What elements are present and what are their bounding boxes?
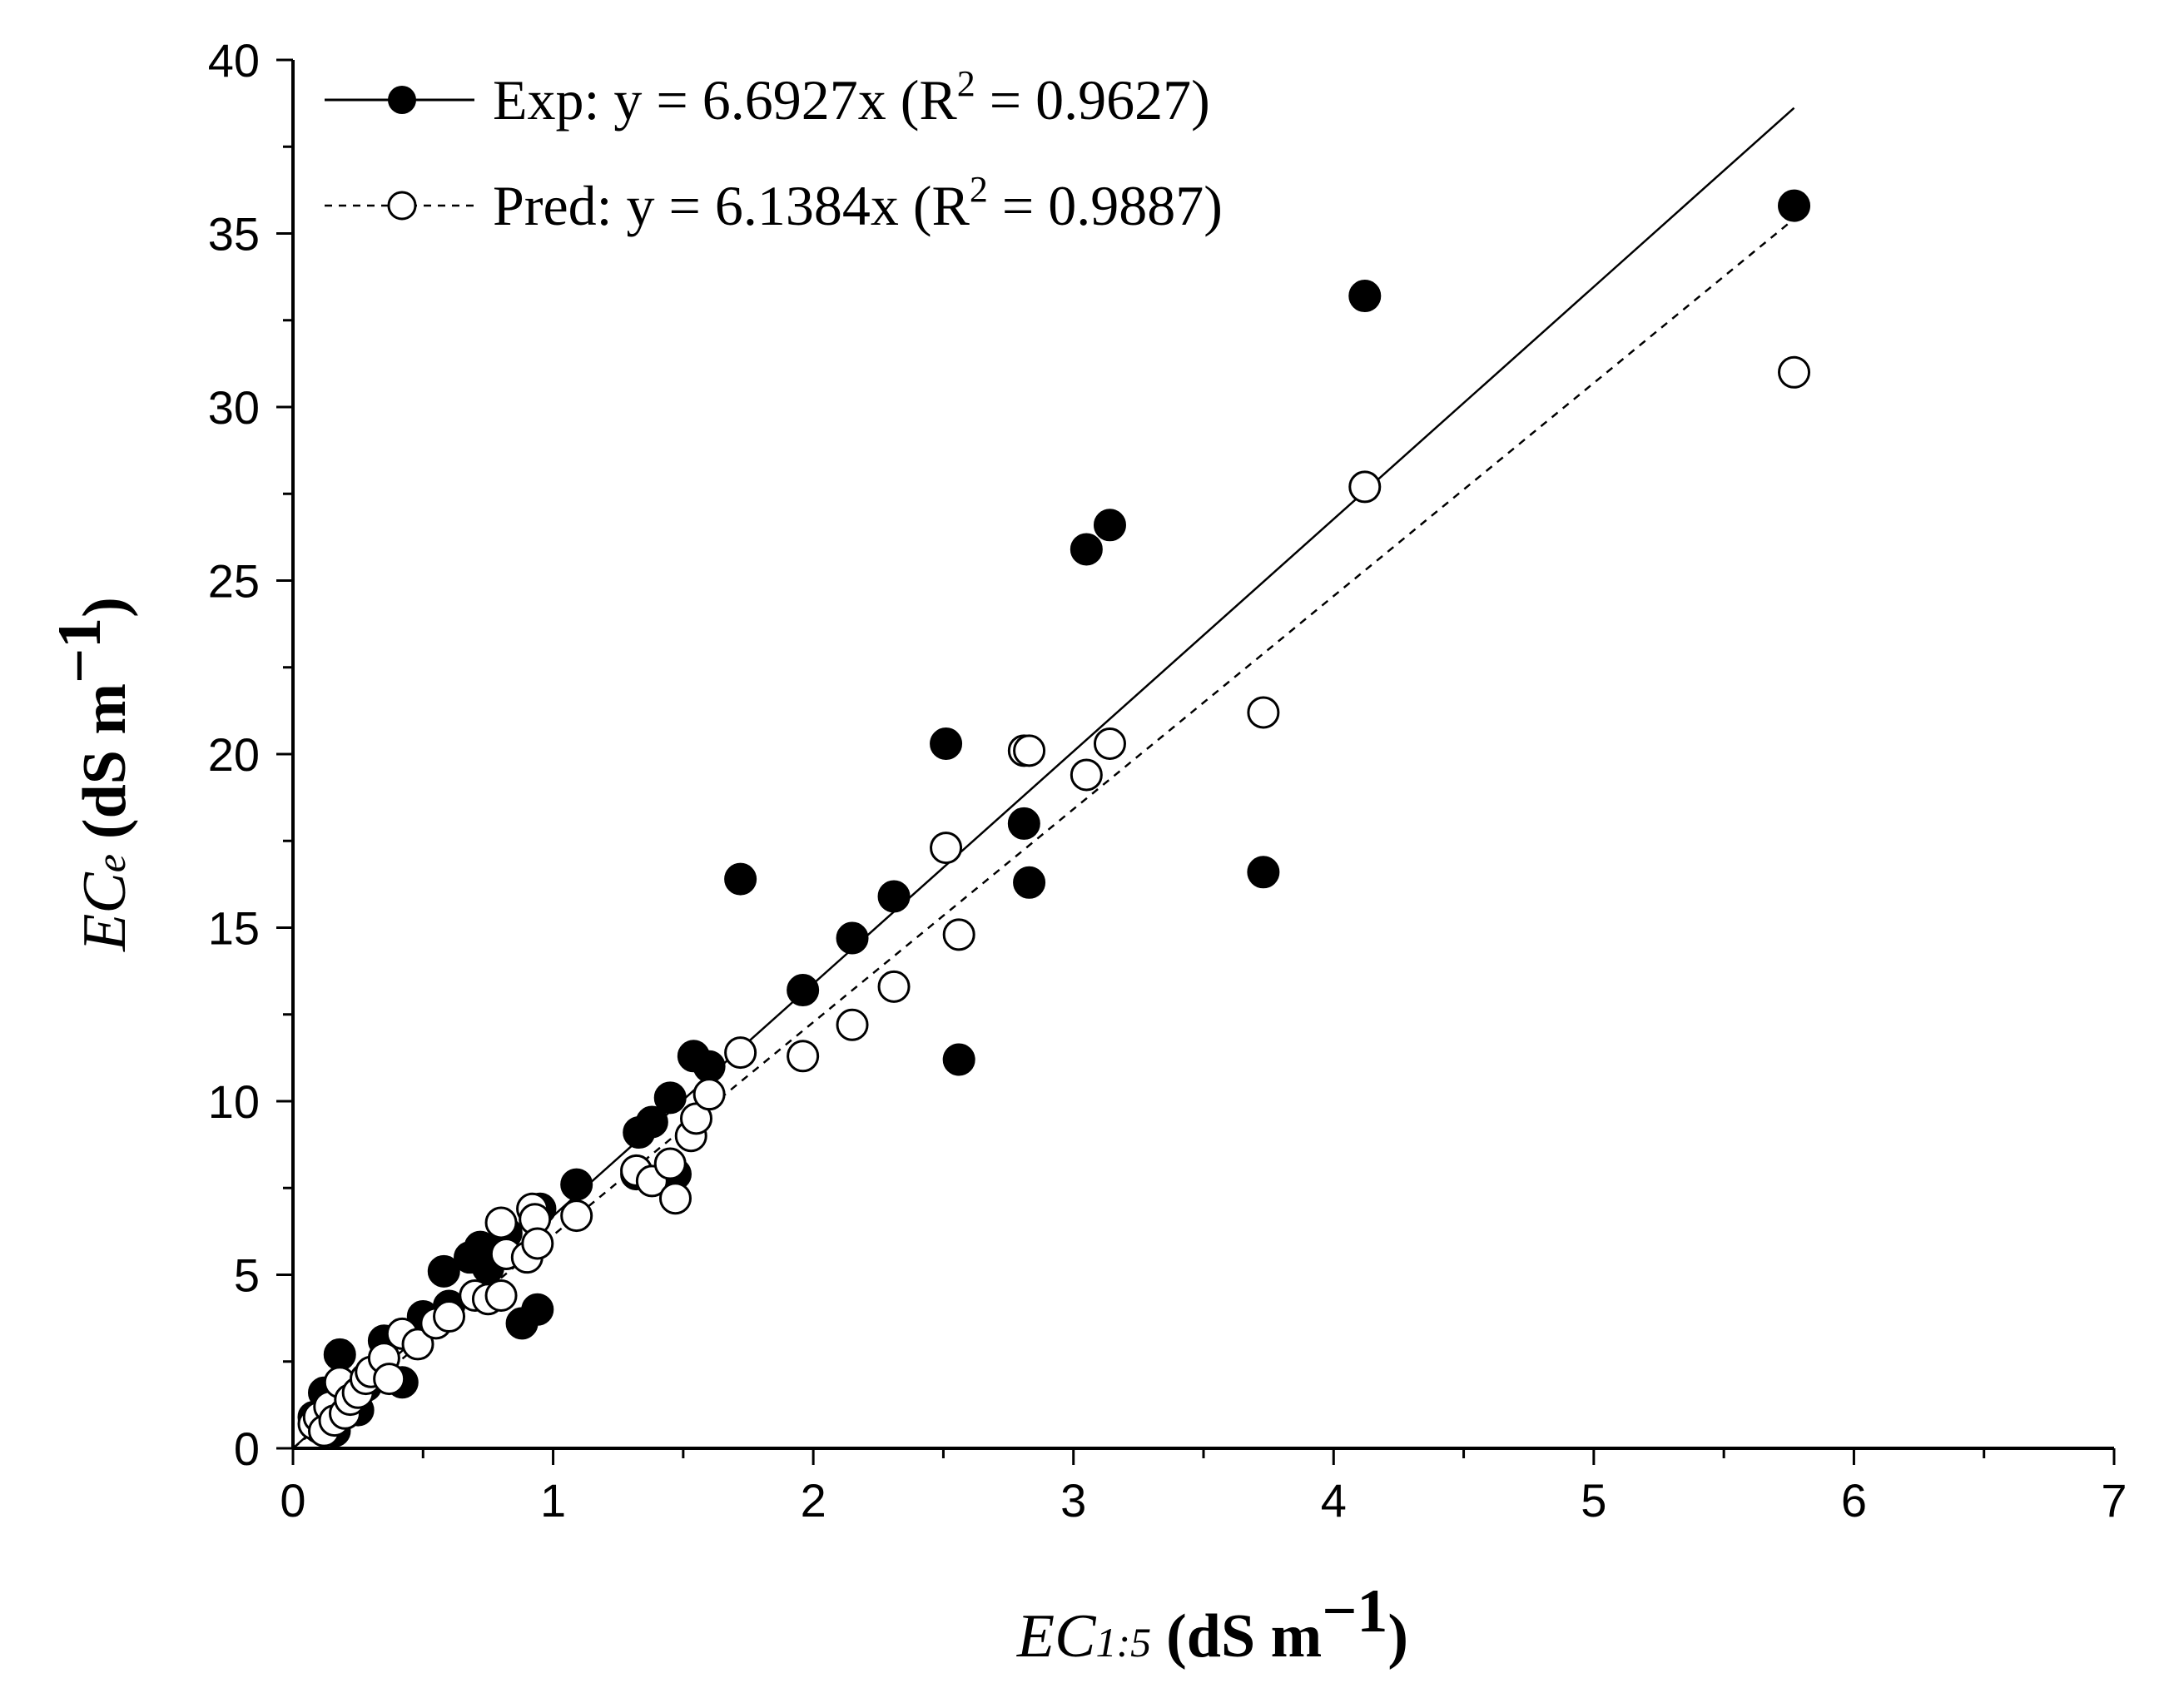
point-pred <box>401 1328 434 1361</box>
y-tick-label: 30 <box>208 381 260 434</box>
point-exp <box>787 974 820 1007</box>
point-exp <box>635 1105 668 1139</box>
y-tick-label: 25 <box>208 555 260 608</box>
legend: Exp: y = 6.6927x (R2 = 0.9627) Pred: y =… <box>325 63 1223 237</box>
x-tick-label: 2 <box>801 1474 826 1527</box>
x-tick-label: 1 <box>540 1474 566 1527</box>
fit-line-pred <box>292 218 1795 1449</box>
y-tick-label: 15 <box>208 902 260 955</box>
point-exp <box>877 880 911 913</box>
tick-labels: 0 1 2 3 4 5 6 7 0 5 10 15 20 25 30 35 40 <box>208 34 2127 1527</box>
point-pred <box>877 970 911 1003</box>
point-exp <box>692 1050 726 1083</box>
legend-pred-marker <box>387 191 417 221</box>
point-pred <box>658 1182 692 1215</box>
x-tick-label: 3 <box>1060 1474 1086 1527</box>
point-exp <box>323 1338 356 1371</box>
point-pred <box>724 1036 757 1070</box>
point-pred <box>1070 758 1103 792</box>
point-pred <box>484 1279 518 1313</box>
point-pred <box>1778 355 1811 389</box>
legend-exp-marker <box>388 86 416 114</box>
x-tick-label: 7 <box>2101 1474 2127 1527</box>
point-pred <box>836 1008 869 1041</box>
y-tick-label: 10 <box>208 1075 260 1128</box>
point-exp <box>1778 189 1811 222</box>
point-exp <box>560 1168 593 1201</box>
point-exp <box>942 1043 975 1076</box>
point-pred <box>433 1300 466 1333</box>
point-pred <box>521 1227 554 1260</box>
point-exp <box>930 727 963 760</box>
point-pred <box>942 918 975 951</box>
point-exp <box>427 1254 460 1288</box>
point-pred <box>787 1040 820 1073</box>
x-tick-label: 0 <box>280 1474 305 1527</box>
y-tick-label: 40 <box>208 34 260 87</box>
y-axis-title: ECe(dS m−1) <box>46 597 139 952</box>
point-exp <box>1247 856 1280 889</box>
point-exp <box>1013 866 1046 899</box>
point-pred <box>1247 696 1280 729</box>
axes <box>276 58 2116 1465</box>
point-pred <box>373 1363 406 1396</box>
legend-pred-label: Pred: y = 6.1384x (R2 = 0.9887) <box>493 169 1223 237</box>
point-pred <box>1013 734 1046 767</box>
point-exp <box>1070 533 1103 566</box>
y-tick-label: 20 <box>208 728 260 781</box>
point-exp <box>521 1293 554 1326</box>
y-tick-label: 0 <box>234 1423 260 1475</box>
point-exp <box>653 1081 687 1115</box>
x-tick-label: 6 <box>1841 1474 1867 1527</box>
y-tick-label: 35 <box>208 208 260 261</box>
point-exp <box>724 862 757 896</box>
point-pred <box>1093 727 1126 760</box>
legend-exp-label: Exp: y = 6.6927x (R2 = 0.9627) <box>493 63 1210 132</box>
point-pred <box>692 1078 726 1111</box>
point-pred <box>930 832 963 865</box>
y-tick-label: 5 <box>234 1249 260 1302</box>
data-points <box>297 189 1811 1447</box>
x-tick-label: 5 <box>1581 1474 1606 1527</box>
point-exp <box>1007 807 1040 840</box>
point-pred <box>560 1199 593 1233</box>
point-exp <box>1093 509 1126 542</box>
point-pred <box>1348 470 1382 504</box>
point-exp <box>1348 280 1382 313</box>
x-tick-label: 4 <box>1321 1474 1347 1527</box>
point-exp <box>836 921 869 955</box>
x-axis-title: EC1:5 (dS m−1) <box>1016 1577 1408 1671</box>
point-pred <box>653 1147 687 1180</box>
point-pred <box>484 1206 518 1239</box>
